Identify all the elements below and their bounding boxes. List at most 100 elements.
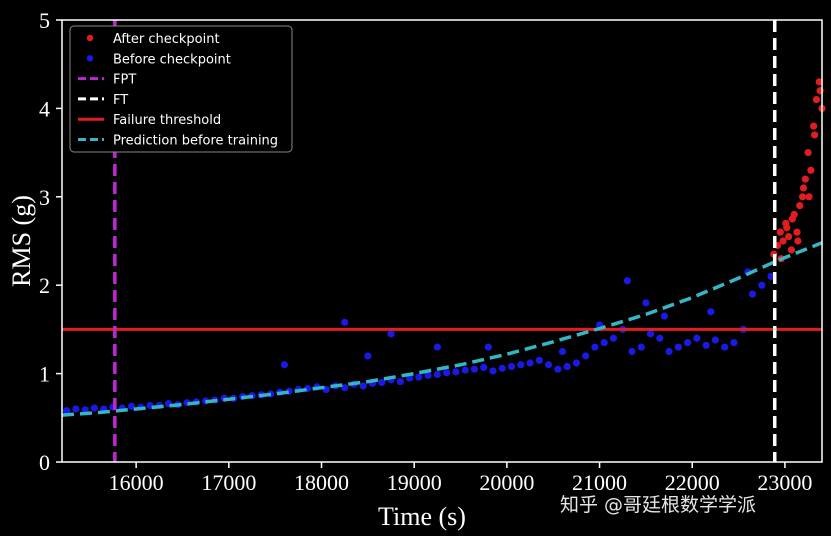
before-checkpoint-point [452, 368, 460, 376]
legend-label: FPT [113, 73, 136, 88]
legend-label: Prediction before training [113, 134, 278, 149]
before-checkpoint-point [443, 369, 451, 377]
before-checkpoint-point [461, 366, 469, 374]
y-tick-label: 0 [39, 450, 50, 475]
before-checkpoint-point [558, 347, 567, 356]
plot-frame [61, 19, 823, 463]
before-checkpoint-point [758, 281, 766, 289]
x-tick-label: 18000 [294, 470, 349, 495]
x-tick-label: 20000 [479, 470, 534, 495]
before-checkpoint-point [642, 299, 650, 307]
before-checkpoint-point [582, 352, 590, 360]
before-checkpoint-point [721, 343, 729, 351]
before-checkpoint-point [484, 343, 492, 351]
before-checkpoint-point [433, 370, 441, 379]
before-checkpoint-point [591, 343, 599, 351]
x-tick-label: 17000 [201, 470, 256, 495]
before-checkpoint-point [378, 378, 386, 387]
before-checkpoint-point [702, 341, 710, 349]
plot-marks [61, 20, 826, 462]
before-checkpoint-point [63, 407, 71, 415]
before-checkpoint-point [544, 361, 553, 369]
after-checkpoint-point [788, 215, 796, 223]
after-checkpoint-point [801, 175, 809, 183]
after-checkpoint-point [807, 166, 815, 174]
before-checkpoint-point [359, 382, 367, 390]
before-checkpoint-point [415, 373, 423, 381]
before-checkpoint-point [489, 367, 497, 375]
before-checkpoint-point [767, 272, 775, 280]
after-checkpoint-point [815, 78, 823, 86]
after-checkpoint-point [804, 149, 812, 157]
before-checkpoint-point [341, 384, 349, 392]
before-checkpoint-point [646, 330, 655, 338]
before-checkpoint-point [674, 343, 682, 351]
prediction-curve [61, 241, 823, 417]
before-checkpoint-point [665, 347, 673, 356]
before-checkpoint-point [480, 363, 488, 372]
after-checkpoint-point [799, 184, 808, 192]
legend-marker [86, 34, 94, 42]
before-checkpoint-point [628, 347, 636, 356]
before-checkpoint-point [535, 356, 543, 364]
before-checkpoint-point [396, 377, 404, 386]
before-checkpoint-point [280, 361, 289, 369]
x-axis-title: Time (s) [378, 502, 466, 531]
legend-label: After checkpoint [113, 32, 220, 47]
before-checkpoint-point [341, 318, 349, 326]
before-checkpoint-point [507, 362, 516, 371]
before-checkpoint-point [90, 404, 99, 412]
after-checkpoint-point [805, 193, 813, 201]
before-checkpoint-point [693, 334, 701, 342]
before-checkpoint-point [387, 330, 395, 338]
x-tick-label: 23000 [757, 470, 812, 495]
legend-label: Before checkpoint [113, 52, 231, 67]
before-checkpoint-point [623, 277, 631, 285]
before-checkpoint-point [72, 405, 80, 413]
before-checkpoint-point [498, 364, 506, 372]
before-checkpoint-point [563, 362, 571, 371]
y-tick-label: 2 [39, 273, 50, 298]
before-checkpoint-point [600, 339, 608, 347]
x-tick-label: 16000 [109, 470, 164, 495]
after-checkpoint-point [796, 202, 804, 210]
after-checkpoint-point [794, 237, 802, 245]
after-checkpoint-point [776, 228, 784, 236]
before-checkpoint-point [684, 339, 692, 347]
before-checkpoint-point [730, 339, 738, 347]
before-checkpoint-point [572, 359, 580, 367]
y-tick-label: 1 [39, 362, 50, 387]
after-checkpoint-point [787, 246, 796, 254]
watermark: 知乎 @哥廷根数学学派 [560, 494, 756, 516]
after-checkpoint-point [785, 232, 793, 241]
axes: 16000 17000 18000 19000 20000 21000 22000 23000… [7, 8, 823, 531]
after-checkpoint-point [798, 193, 807, 201]
legend: After checkpoint Before checkpoint FPT FT Fa… [69, 25, 293, 153]
x-tick-label: 21000 [572, 470, 627, 495]
before-checkpoint-point [127, 402, 136, 410]
before-checkpoint-point [554, 365, 562, 373]
legend-label: Failure threshold [113, 113, 221, 128]
before-checkpoint-point [748, 290, 757, 298]
before-checkpoint-point [517, 361, 525, 369]
x-tick-label: 22000 [665, 470, 720, 495]
before-checkpoint-point [433, 343, 441, 351]
x-tick-label: 19000 [387, 470, 442, 495]
before-checkpoint-point [424, 371, 432, 379]
after-checkpoint-point [810, 122, 818, 130]
before-checkpoint-point [707, 308, 715, 316]
y-tick-label: 3 [39, 185, 50, 210]
after-checkpoint-point [793, 228, 801, 236]
before-checkpoint-point [470, 365, 479, 373]
after-checkpoint-point [812, 95, 821, 104]
y-axis-title: RMS (g) [7, 195, 36, 287]
y-tick-label: 4 [39, 96, 50, 121]
legend-label: FT [113, 93, 128, 108]
before-checkpoint-point [637, 343, 645, 351]
before-checkpoint-point [711, 336, 720, 344]
before-checkpoint-point [660, 312, 669, 320]
after-checkpoint-point [779, 237, 787, 245]
after-checkpoint-point [783, 224, 791, 232]
legend-box [69, 25, 293, 153]
y-tick-label: 5 [39, 8, 50, 33]
